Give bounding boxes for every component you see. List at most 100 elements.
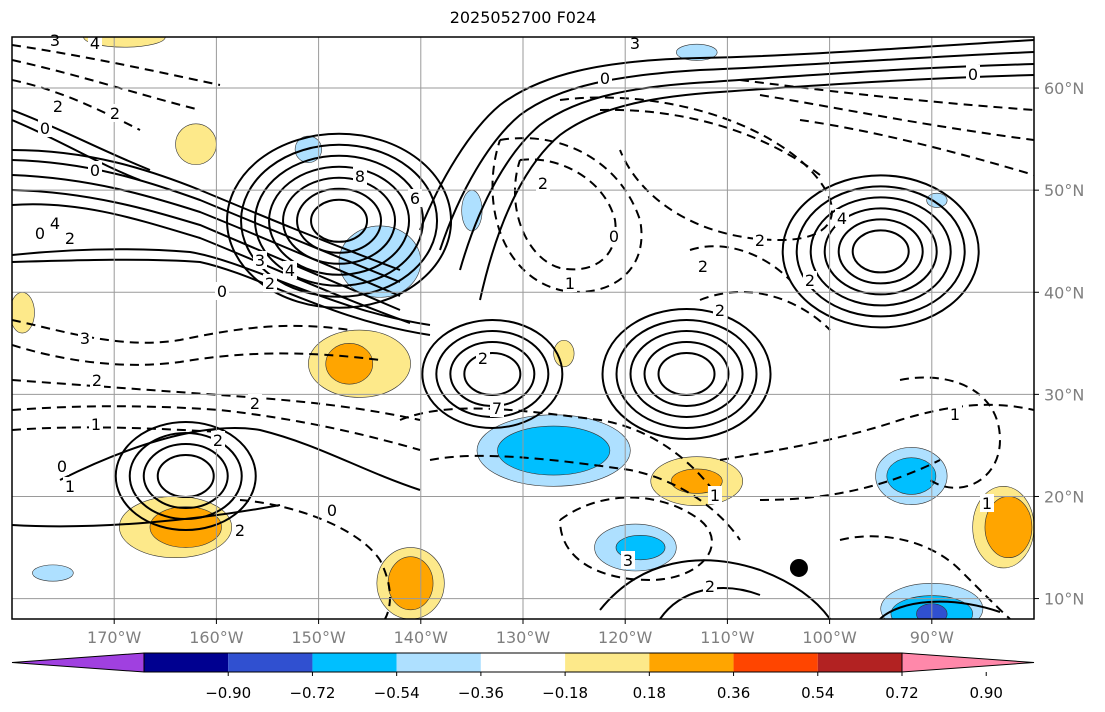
high-great-lakes-ring [809, 196, 952, 307]
solid-contour [12, 248, 431, 326]
contour-label-bg [713, 301, 727, 319]
contour-label: 3 [630, 34, 640, 53]
shade-small-yellow [553, 339, 575, 368]
dashed-contour [759, 459, 941, 501]
high-southwest-us-ring [615, 318, 758, 429]
high-west-pacific-ring [114, 421, 257, 532]
high-great-lakes-ring [781, 174, 980, 329]
contour-label-bg [248, 394, 262, 412]
contour-label-bg [63, 477, 77, 495]
contour-label: 1 [565, 274, 575, 293]
contour-label: 0 [327, 501, 337, 520]
location-dot [789, 558, 808, 577]
high-gulf-alaska-ring [240, 143, 439, 298]
contour-label: 7 [492, 399, 502, 418]
high-great-lakes-ring [837, 218, 924, 285]
colorbar-segment [733, 653, 818, 672]
colorbar-segment [649, 653, 734, 672]
dashed-contour [839, 535, 1011, 619]
lat-tick-label: 60°N [1044, 79, 1084, 98]
contour-label-bg [408, 189, 422, 207]
shade-dateline-blue [32, 564, 74, 582]
solid-contour [12, 189, 401, 311]
high-southwest-us-ring [657, 351, 716, 396]
solid-contour [439, 51, 1034, 251]
contour-labels: 3 42 2000864232403210122022102231273402201… [33, 31, 994, 596]
colorbar-tick-label: −0.54 [374, 684, 420, 702]
colorbar-extend-max [901, 652, 1035, 673]
contour-label: 2 [715, 301, 725, 320]
lon-tick-label: 150°W [291, 628, 346, 647]
contour-label: 2 [705, 577, 715, 596]
high-gulf-alaska-ring [268, 165, 411, 276]
solid-contour [599, 559, 831, 619]
colorbar-tick-label: −0.18 [542, 684, 588, 702]
dashed-contour [559, 96, 833, 242]
dashed-contour [12, 79, 141, 131]
contour-label-bg [51, 97, 65, 115]
contour-label: 0 [217, 282, 227, 301]
contour-label: 2 [250, 394, 260, 413]
colorbar-tick-label: 0.54 [801, 684, 834, 702]
lon-tick-label: 110°W [700, 628, 755, 647]
contour-label: 2 [538, 174, 548, 193]
solid-contour [12, 174, 401, 297]
dashed-contour [12, 319, 351, 344]
high-great-lakes-ring [823, 207, 938, 296]
solid-contour [12, 159, 401, 283]
solid-contour [12, 109, 151, 171]
contour-label-bg [966, 65, 980, 83]
solid-contour [12, 119, 141, 181]
contour-label-bg [88, 34, 102, 52]
dashed-contour [491, 137, 643, 293]
dashed-contour [719, 403, 1034, 461]
contour-label-bg [215, 282, 229, 300]
contour-label-bg [607, 227, 621, 245]
lon-tick-label: 120°W [598, 628, 653, 647]
map-frame [11, 36, 1035, 620]
colorbar-tick-label: 0.72 [885, 684, 918, 702]
solid-contour [419, 39, 1034, 231]
high-subtropical-ring [463, 351, 522, 396]
contour-label-bg [803, 271, 817, 289]
contour-label-bg [980, 494, 994, 512]
contour-label-bg [696, 257, 710, 275]
lat-tick-label: 20°N [1044, 487, 1084, 506]
high-subtropical-ring [421, 318, 564, 429]
dashed-contour [759, 94, 1034, 141]
colorbar-tick-label: −0.36 [458, 684, 504, 702]
lon-tick-label: 100°W [802, 628, 857, 647]
contour-label: 2 [110, 104, 120, 123]
contour-label: 2 [698, 257, 708, 276]
high-great-lakes-ring [795, 185, 966, 318]
dashed-contour [739, 79, 1034, 111]
colorbar-extend-min [11, 652, 145, 673]
contour-label-bg [476, 349, 490, 367]
shade-west-edge-yellow [12, 291, 35, 334]
solid-contour [59, 427, 421, 491]
high-west-pacific-ring [156, 454, 215, 499]
shade-small-blue-2 [675, 43, 718, 61]
dashed-contour [699, 291, 831, 331]
shade-gulf-mexico-cyan [886, 457, 937, 495]
contour-label-bg [63, 229, 77, 247]
contour-label-bg [211, 431, 225, 449]
lon-tick-label: 170°W [87, 628, 142, 647]
dashed-contour [12, 59, 201, 111]
high-southwest-us-ring [643, 340, 730, 407]
contour-label: 6 [410, 189, 420, 208]
solid-contour [12, 203, 411, 324]
colorbar-segment [228, 653, 313, 672]
dashed-contour [399, 407, 721, 501]
contour-label: 2 [478, 349, 488, 368]
colorbar-segment [396, 653, 481, 672]
colorbar-segment [817, 653, 902, 672]
contour-label-bg [948, 405, 962, 423]
map-title: 2025052700 F024 [449, 8, 597, 27]
contour-label-bg [708, 486, 722, 504]
dashed-contour [429, 454, 741, 541]
contour-label-bg [563, 274, 577, 292]
solid-contour [12, 258, 431, 336]
shade-subtropical-cyan [497, 425, 611, 476]
contour-label-bg [536, 174, 550, 192]
